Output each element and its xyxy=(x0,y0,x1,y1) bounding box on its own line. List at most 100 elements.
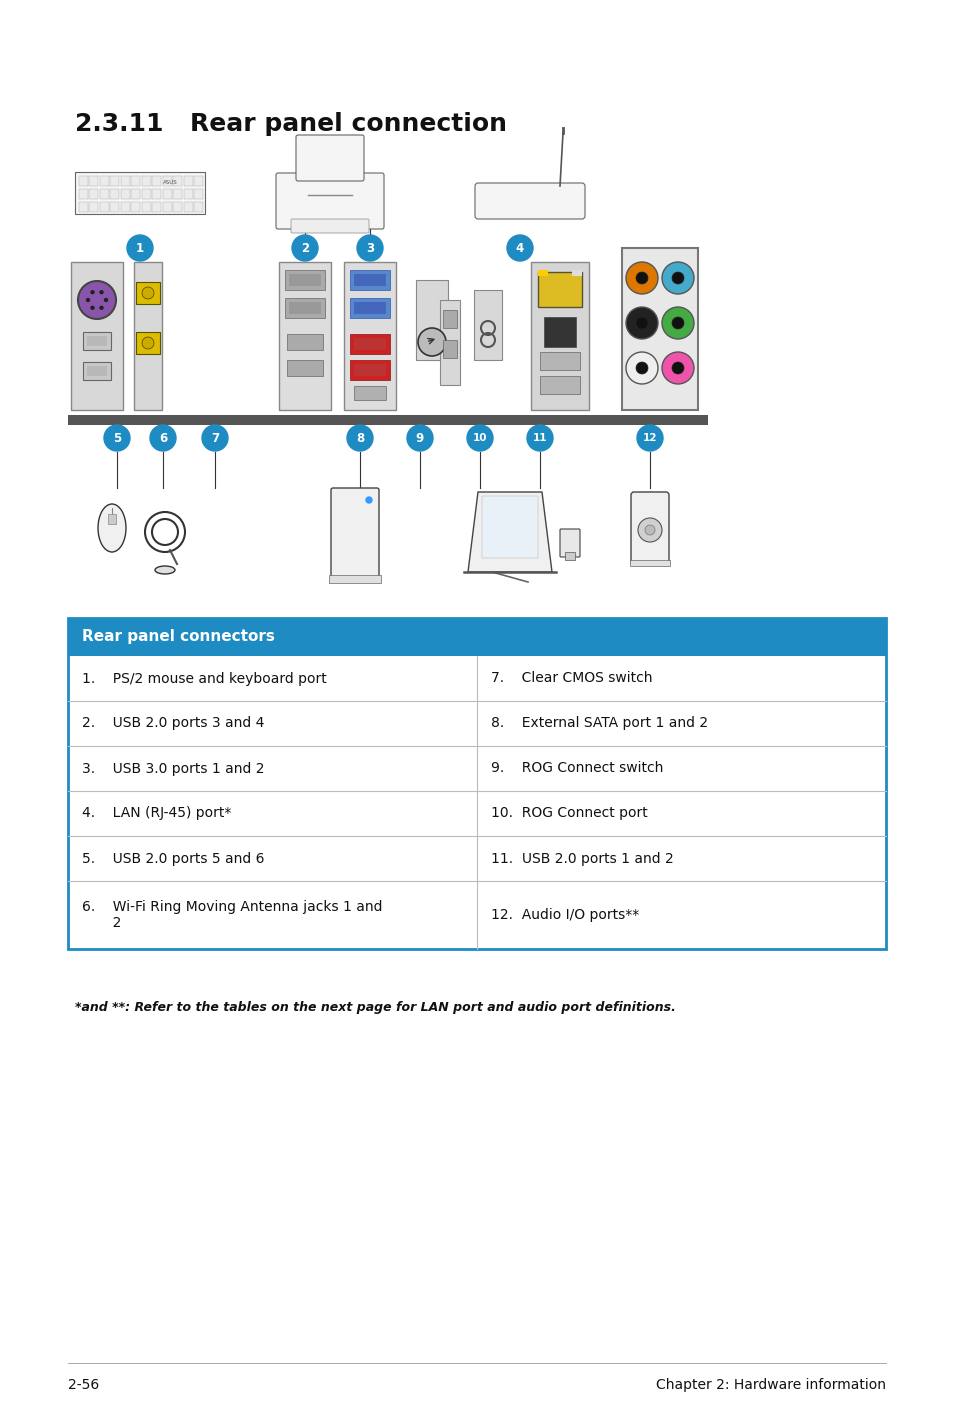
Bar xyxy=(285,298,325,318)
Circle shape xyxy=(671,272,683,284)
Circle shape xyxy=(104,425,130,451)
FancyBboxPatch shape xyxy=(331,488,378,580)
Bar xyxy=(71,262,123,410)
Bar xyxy=(173,189,182,199)
Bar xyxy=(350,269,390,291)
Bar xyxy=(100,201,109,213)
Circle shape xyxy=(636,318,647,329)
Circle shape xyxy=(366,496,372,503)
Circle shape xyxy=(292,235,317,261)
Bar xyxy=(87,366,107,376)
Bar xyxy=(621,248,698,410)
Circle shape xyxy=(467,425,493,451)
Bar xyxy=(68,415,707,425)
Text: 2: 2 xyxy=(300,241,309,254)
Bar xyxy=(350,335,390,354)
Bar xyxy=(79,176,88,186)
Bar xyxy=(474,291,501,360)
Bar xyxy=(354,337,386,350)
Text: Rear panel connection: Rear panel connection xyxy=(190,112,506,136)
Bar xyxy=(100,176,109,186)
Bar xyxy=(142,189,151,199)
Bar xyxy=(531,262,588,410)
Circle shape xyxy=(506,235,533,261)
Circle shape xyxy=(91,291,94,294)
Bar xyxy=(133,262,162,410)
Bar xyxy=(350,298,390,318)
Text: ASUS: ASUS xyxy=(162,180,177,184)
Circle shape xyxy=(127,235,152,261)
Bar xyxy=(121,201,130,213)
Circle shape xyxy=(100,306,103,309)
Circle shape xyxy=(625,308,658,339)
Text: 2.    USB 2.0 ports 3 and 4: 2. USB 2.0 ports 3 and 4 xyxy=(82,716,264,730)
Bar xyxy=(79,201,88,213)
Text: *and **: Refer to the tables on the next page for LAN port and audio port defini: *and **: Refer to the tables on the next… xyxy=(75,1001,675,1014)
Bar xyxy=(194,189,203,199)
Bar xyxy=(287,335,323,350)
Bar xyxy=(163,176,172,186)
Text: 7.    Clear CMOS switch: 7. Clear CMOS switch xyxy=(491,672,652,685)
Text: Rear panel connectors: Rear panel connectors xyxy=(82,630,274,645)
Bar xyxy=(163,201,172,213)
Bar xyxy=(564,552,575,560)
Bar xyxy=(90,201,98,213)
Bar xyxy=(184,189,193,199)
Circle shape xyxy=(625,262,658,294)
Bar xyxy=(184,201,193,213)
Text: 12.  Audio I/O ports**: 12. Audio I/O ports** xyxy=(491,908,639,922)
Circle shape xyxy=(202,425,228,451)
Bar xyxy=(442,311,456,328)
Circle shape xyxy=(638,518,661,542)
Bar xyxy=(132,201,140,213)
FancyBboxPatch shape xyxy=(559,529,579,557)
Text: Chapter 2: Hardware information: Chapter 2: Hardware information xyxy=(656,1378,885,1392)
Circle shape xyxy=(661,262,693,294)
Circle shape xyxy=(150,425,175,451)
Bar xyxy=(442,340,456,357)
Circle shape xyxy=(100,291,103,294)
Circle shape xyxy=(661,308,693,339)
Text: 5: 5 xyxy=(112,431,121,444)
Bar xyxy=(481,496,537,559)
Text: 6: 6 xyxy=(159,431,167,444)
Text: 3: 3 xyxy=(366,241,374,254)
Text: 4: 4 xyxy=(516,241,523,254)
Bar xyxy=(132,189,140,199)
Bar xyxy=(537,272,581,308)
Text: 1.    PS/2 mouse and keyboard port: 1. PS/2 mouse and keyboard port xyxy=(82,672,327,685)
FancyBboxPatch shape xyxy=(275,173,384,228)
Ellipse shape xyxy=(98,503,126,552)
Bar xyxy=(287,360,323,376)
Circle shape xyxy=(637,425,662,451)
Text: 9: 9 xyxy=(416,431,424,444)
Text: 10: 10 xyxy=(473,432,487,442)
Circle shape xyxy=(636,362,647,374)
Bar xyxy=(152,189,161,199)
Bar xyxy=(79,189,88,199)
Text: 11: 11 xyxy=(532,432,547,442)
Bar xyxy=(132,176,140,186)
Bar xyxy=(354,274,386,286)
Circle shape xyxy=(526,425,553,451)
Bar xyxy=(100,189,109,199)
Circle shape xyxy=(91,306,94,309)
Bar xyxy=(68,618,885,949)
Circle shape xyxy=(142,286,153,299)
Text: 2.3.11: 2.3.11 xyxy=(75,112,163,136)
Bar xyxy=(329,576,380,583)
FancyBboxPatch shape xyxy=(295,135,364,182)
Circle shape xyxy=(661,352,693,384)
Bar xyxy=(90,176,98,186)
Bar xyxy=(537,269,547,277)
Bar xyxy=(142,176,151,186)
Bar xyxy=(121,176,130,186)
Bar xyxy=(354,302,386,313)
Bar xyxy=(90,189,98,199)
Bar xyxy=(68,618,885,657)
Text: 1: 1 xyxy=(135,241,144,254)
Text: 10.  ROG Connect port: 10. ROG Connect port xyxy=(491,807,647,821)
Circle shape xyxy=(671,318,683,329)
Bar xyxy=(543,318,576,347)
Bar xyxy=(152,176,161,186)
